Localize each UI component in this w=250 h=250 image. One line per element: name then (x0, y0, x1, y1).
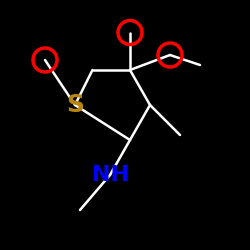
Text: S: S (66, 93, 84, 117)
Text: NH: NH (92, 165, 128, 185)
